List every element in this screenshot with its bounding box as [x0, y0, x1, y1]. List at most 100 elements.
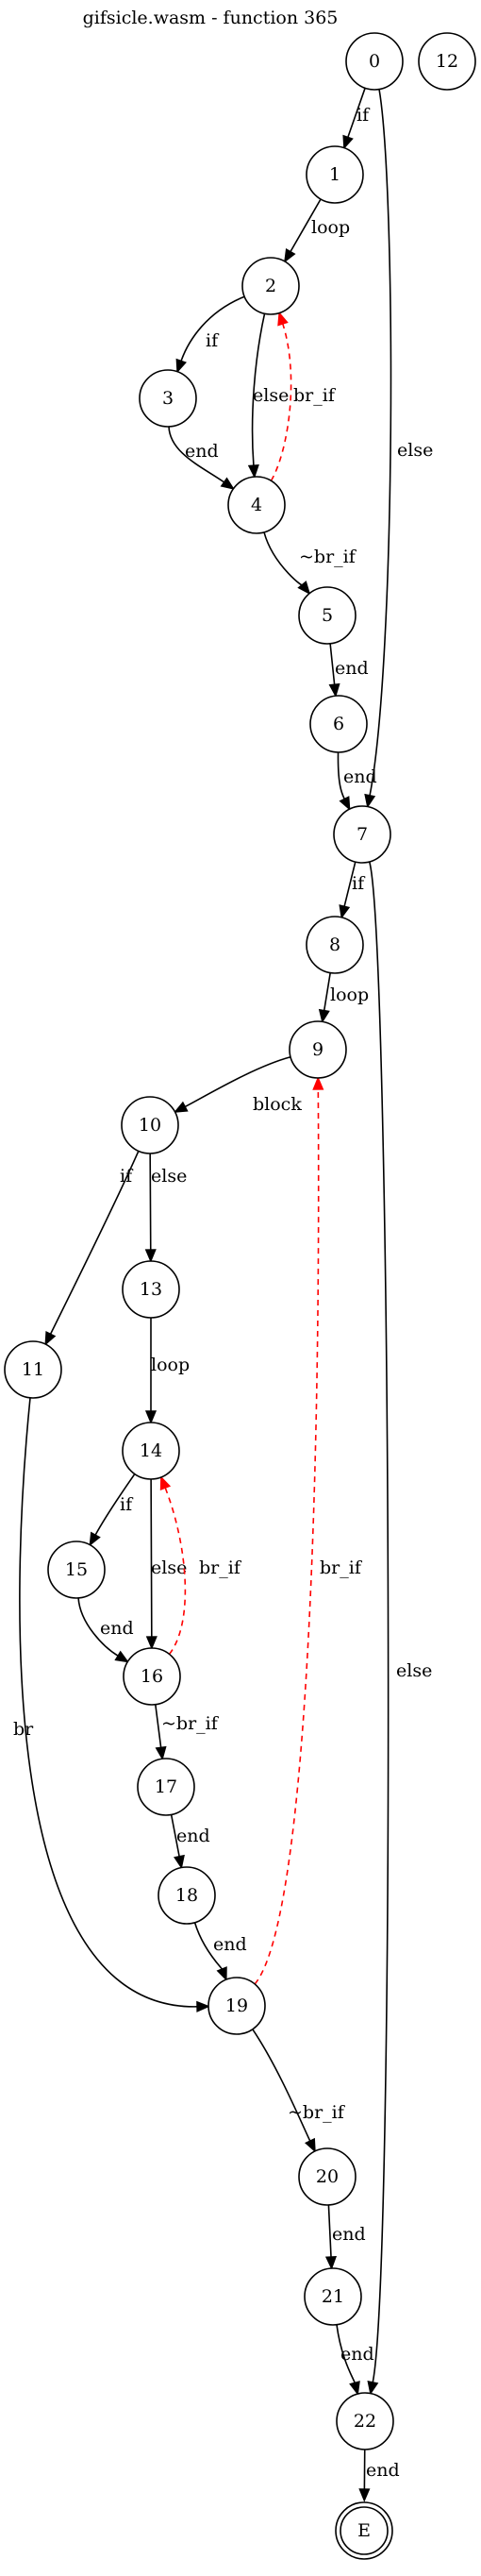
node-label: 0 — [369, 51, 380, 72]
node-22: 22 — [336, 2392, 394, 2450]
edge-2-to-4: else — [247, 313, 289, 479]
node-circle — [122, 1422, 180, 1480]
arrowhead — [175, 358, 187, 374]
edge-15-to-16: end — [77, 1597, 134, 1663]
node-circle — [47, 1541, 106, 1599]
edge-21-to-22: end — [336, 2324, 374, 2396]
node-7: 7 — [333, 805, 391, 864]
edge-line — [155, 1704, 162, 1749]
arrowhead — [339, 796, 351, 811]
node-circle — [227, 476, 286, 534]
edge-0-to-7: else — [364, 89, 433, 809]
node-circle — [336, 2392, 394, 2450]
node-label: 11 — [22, 1359, 44, 1380]
node-5: 5 — [298, 586, 357, 645]
edge-line — [94, 1473, 136, 1536]
node-circle — [241, 257, 300, 315]
edge-10-to-13: else — [144, 1153, 187, 1263]
edge-label: if — [120, 1166, 134, 1187]
edge-0-to-1: if — [342, 88, 371, 150]
arrowhead — [144, 1410, 158, 1424]
node-E: E — [335, 2501, 393, 2560]
node-label: 9 — [312, 1039, 323, 1060]
edge-line — [347, 88, 366, 138]
edge-line — [184, 1056, 291, 1108]
node-label: 1 — [329, 164, 340, 185]
edge-label: br_if — [293, 385, 337, 406]
node-label: 22 — [354, 2411, 376, 2432]
edge-label: end — [213, 1934, 247, 1955]
edge-label: end — [185, 441, 219, 462]
edge-4-to-5: ~br_if — [263, 531, 357, 596]
edge-line — [337, 751, 345, 800]
arrowhead — [284, 247, 296, 263]
arrowhead — [173, 1101, 189, 1113]
edge-label: ~br_if — [299, 547, 357, 567]
edge-label: if — [120, 1494, 134, 1515]
arrowhead — [114, 1650, 129, 1663]
arrowhead — [220, 477, 235, 490]
edge-label: loop — [311, 217, 350, 238]
node-label: E — [357, 2520, 371, 2541]
edge-4-to-2: br_if — [270, 311, 337, 481]
node-circle — [333, 805, 391, 864]
edge-label: else — [151, 1166, 187, 1187]
edge-line — [270, 323, 292, 481]
edge-label: else — [253, 385, 289, 406]
node-circle — [298, 2147, 357, 2206]
edge-line — [180, 295, 245, 362]
edge-label: loop — [330, 985, 369, 1005]
node-circle — [345, 32, 404, 91]
node-label: 6 — [333, 714, 344, 734]
node-11: 11 — [4, 1340, 62, 1399]
edge-line — [164, 1487, 187, 1655]
arrowhead — [155, 1745, 167, 1761]
node-circle — [137, 1758, 195, 1816]
edge-line — [193, 1922, 224, 1970]
arrowhead — [297, 581, 311, 596]
node-4: 4 — [227, 476, 286, 534]
edge-label: ~br_if — [161, 1713, 220, 1734]
node-label: 18 — [175, 1885, 198, 1906]
edge-line — [150, 1478, 153, 1638]
edge-line — [263, 531, 304, 587]
arrowhead — [364, 793, 376, 809]
node-6: 6 — [309, 695, 368, 753]
node-0: 0 — [345, 32, 404, 91]
edge-19-to-20: ~br_if — [252, 2029, 346, 2153]
node-8: 8 — [306, 916, 364, 974]
node-1: 1 — [306, 145, 364, 204]
node-label: 8 — [329, 934, 340, 955]
arrowhead — [44, 1331, 57, 1346]
edge-label: else — [151, 1557, 187, 1578]
node-3: 3 — [139, 369, 197, 428]
node-label: 14 — [140, 1440, 162, 1461]
edge-7-to-22: else — [367, 861, 432, 2396]
arrowhead — [367, 2380, 379, 2396]
edge-label: br_if — [320, 1557, 363, 1578]
arrowhead — [342, 134, 354, 150]
arrowhead — [328, 682, 340, 698]
arrowhead — [196, 2000, 210, 2012]
edge-label: end — [335, 658, 369, 679]
node-19: 19 — [207, 1977, 266, 2035]
node-label: 2 — [265, 276, 276, 296]
arrowhead — [318, 1008, 330, 1024]
node-label: 21 — [322, 2286, 344, 2307]
edge-line — [49, 1151, 140, 1335]
edge-14-to-16: else — [145, 1478, 187, 1650]
edge-line — [168, 426, 225, 483]
node-circle — [289, 1020, 347, 1079]
edge-line — [290, 198, 322, 253]
edge-line — [369, 89, 392, 796]
graph-title: gifsicle.wasm - function 365 — [83, 8, 339, 28]
arrowhead — [174, 1854, 185, 1870]
node-15: 15 — [47, 1541, 106, 1599]
edge-18-to-19: end — [193, 1922, 247, 1981]
node-label: 13 — [140, 1279, 162, 1300]
node-circle — [207, 1977, 266, 2035]
node-label: 7 — [357, 824, 368, 845]
node-circle — [298, 586, 357, 645]
